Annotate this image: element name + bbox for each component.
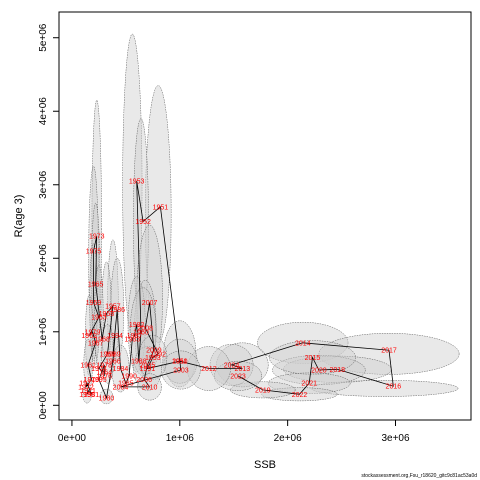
x-axis: 0e+00 1e+06 2e+06 3e+06 — [58, 419, 410, 444]
point-label-2017: 2017 — [381, 348, 397, 355]
ellipse-1973 — [91, 99, 102, 358]
point-label-2009: 2009 — [146, 348, 162, 355]
point-label-2007: 2007 — [142, 300, 158, 307]
point-label-1993: 1993 — [145, 355, 161, 362]
point-label-1988: 1988 — [131, 359, 147, 366]
point-label-1950: 1950 — [172, 359, 188, 366]
point-label-2016: 2016 — [386, 384, 402, 391]
point-label-2023: 2023 — [230, 373, 246, 380]
point-label-1957: 1957 — [105, 304, 121, 311]
y-tick-label: 3e+06 — [38, 170, 49, 199]
point-label-1969: 1969 — [100, 351, 116, 358]
point-label-2024: 2024 — [224, 362, 240, 369]
point-label-1968: 1968 — [94, 337, 110, 344]
point-label-1977: 1977 — [79, 381, 95, 388]
y-axis-title: R(age 3) — [13, 195, 25, 238]
point-label-1966: 1966 — [105, 359, 121, 366]
x-axis-title: SSB — [254, 459, 276, 471]
point-label-1978: 1978 — [97, 362, 113, 369]
point-label-1985: 1985 — [118, 381, 134, 388]
point-label-1976: 1976 — [97, 373, 113, 380]
point-label-2006: 2006 — [136, 377, 152, 384]
ellipse-2016 — [311, 380, 459, 397]
ellipse-1951 — [145, 85, 172, 344]
trajectory-lines — [85, 181, 394, 400]
point-label-2008: 2008 — [137, 326, 153, 333]
point-label-2015: 2015 — [305, 355, 321, 362]
point-label-1963: 1963 — [91, 315, 107, 322]
point-label-1987: 1987 — [127, 333, 143, 340]
credit-text: stockassessment.org,Fsu_r18620_gitc9c81a… — [361, 473, 477, 479]
point-label-1958: 1958 — [99, 311, 115, 318]
ellipse-2017 — [318, 333, 460, 375]
y-tick-label: 2e+06 — [38, 244, 49, 273]
point-label-1972: 1972 — [78, 384, 94, 391]
point-label-1981: 1981 — [84, 392, 100, 399]
point-label-1991: 1991 — [140, 366, 156, 373]
point-label-1959: 1959 — [86, 300, 102, 307]
point-label-2005: 2005 — [140, 362, 156, 369]
point-label-2022: 2022 — [292, 392, 308, 399]
y-tick-label: 1e+06 — [38, 317, 49, 346]
y-axis: 0e+00 1e+06 2e+06 3e+06 4e+06 5e+06 — [38, 23, 60, 420]
point-label-1995: 1995 — [91, 377, 107, 384]
point-label-1983: 1983 — [125, 337, 141, 344]
point-label-2013: 2013 — [235, 366, 251, 373]
point-label-1984: 1984 — [113, 366, 129, 373]
point-label-1970: 1970 — [84, 377, 100, 384]
point-label-1973: 1973 — [89, 234, 105, 241]
point-label-1952: 1952 — [135, 219, 151, 226]
point-label-1994: 1994 — [107, 333, 123, 340]
ellipse-1960 — [129, 287, 157, 377]
point-label-1986: 1986 — [109, 307, 125, 314]
point-label-1980: 1980 — [99, 395, 115, 402]
point-label-2003: 2003 — [173, 368, 189, 375]
point-label-2004: 2004 — [113, 384, 129, 391]
point-label-1953: 1953 — [129, 179, 145, 186]
point-label-1975: 1975 — [86, 248, 102, 255]
point-label-1961: 1961 — [80, 362, 96, 369]
x-tick-label: 1e+06 — [166, 433, 195, 444]
point-label-1992: 1992 — [150, 351, 166, 358]
point-label-2011: 2011 — [172, 359, 187, 366]
point-label-1967: 1967 — [88, 340, 104, 347]
point-label-1951: 1951 — [153, 204, 169, 211]
point-label-1990: 1990 — [121, 373, 137, 380]
ellipse-2013 — [216, 342, 269, 388]
point-label-1960: 1960 — [133, 329, 149, 336]
point-label-2021: 2021 — [301, 381, 317, 388]
x-tick-label: 2e+06 — [274, 433, 303, 444]
point-label-2019: 2019 — [255, 387, 271, 394]
point-label-2020: 2020 — [311, 368, 327, 375]
point-label-1965: 1965 — [88, 282, 104, 289]
point-label-1964: 1964 — [97, 370, 113, 377]
point-label-1974: 1974 — [91, 366, 107, 373]
x-tick-label: 3e+06 — [381, 433, 410, 444]
ellipse-1953 — [122, 33, 143, 336]
y-tick-label: 4e+06 — [38, 97, 49, 126]
y-tick-label: 5e+06 — [38, 23, 49, 52]
point-label-2014: 2014 — [295, 340, 311, 347]
point-label-1982: 1982 — [129, 322, 145, 329]
point-label-1962: 1962 — [81, 333, 97, 340]
point-label-2012: 2012 — [201, 366, 217, 373]
point-label-2018: 2018 — [329, 367, 345, 374]
point-label-1979: 1979 — [85, 329, 101, 336]
y-tick-label: 0e+00 — [38, 391, 49, 420]
point-label-1989: 1989 — [105, 351, 121, 358]
x-tick-label: 0e+00 — [58, 433, 87, 444]
trajectory-line — [85, 181, 394, 400]
point-label-1955: 1955 — [79, 392, 95, 399]
point-label-2010: 2010 — [142, 384, 158, 391]
point-label-1971: 1971 — [80, 388, 96, 395]
